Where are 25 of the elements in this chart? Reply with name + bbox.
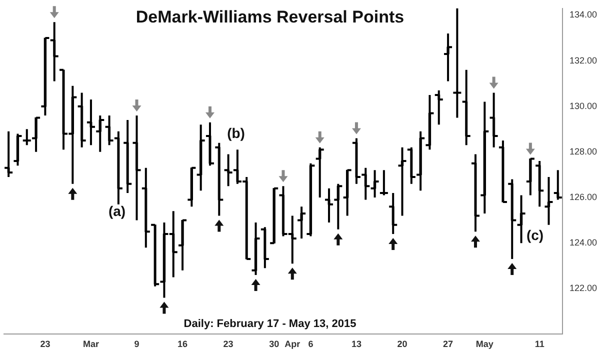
y-tick-label: 128.00 <box>569 146 598 156</box>
y-tick-label: 134.00 <box>569 10 598 20</box>
chart-title: DeMark-Williams Reversal Points <box>136 8 404 27</box>
x-tick-label: 9 <box>134 339 140 350</box>
x-tick-label: 27 <box>443 339 454 350</box>
annotation: (c) <box>526 226 544 243</box>
x-tick-label: 23 <box>223 339 234 350</box>
x-tick-label: 23 <box>40 339 50 350</box>
x-tick-label: 16 <box>178 339 188 350</box>
annotation: (a) <box>108 202 126 219</box>
y-tick-label: 122.00 <box>569 283 598 294</box>
y-tick-label: 124.00 <box>569 238 598 248</box>
x-tick-label: 11 <box>534 339 544 350</box>
x-tick-label: 30 <box>269 339 280 350</box>
annotation: Daily: February 17 - May 13, 2015 <box>184 318 356 330</box>
x-tick-label: May <box>476 339 494 350</box>
y-tick-label: 132.00 <box>569 55 598 66</box>
y-tick-label: 126.00 <box>569 192 598 202</box>
x-tick-label: 6 <box>308 339 314 350</box>
x-tick-label: 13 <box>351 339 362 350</box>
x-tick-label: Apr <box>284 339 301 350</box>
annotation: (b) <box>227 124 245 141</box>
x-tick-label: Mar <box>82 339 100 350</box>
y-tick-label: 130.00 <box>569 100 598 111</box>
x-tick-label: 20 <box>397 339 408 350</box>
